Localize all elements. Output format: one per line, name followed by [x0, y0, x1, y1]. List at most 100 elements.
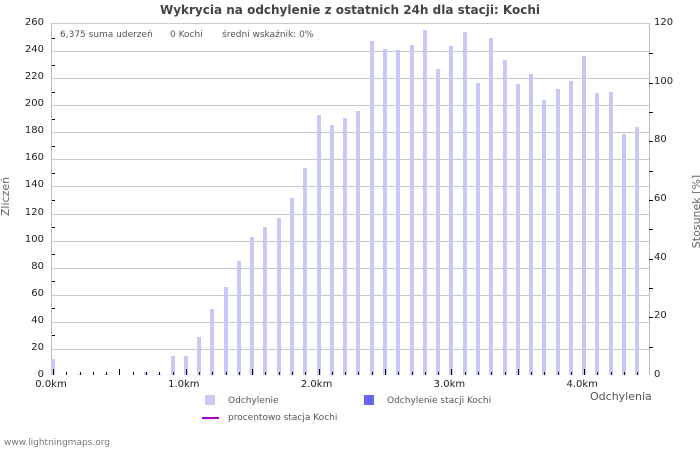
legend-label-station-percent: procentowo stacja Kochi	[228, 413, 338, 423]
bar-deviation	[223, 287, 228, 375]
x-tick	[225, 372, 227, 375]
y-axis-label: 60	[31, 287, 44, 299]
average-ratio: średni wskaźnik: 0%	[222, 30, 314, 40]
y-right-tick	[649, 200, 653, 201]
x-tick	[265, 372, 267, 375]
bar-deviation	[608, 92, 613, 375]
bar-deviation	[383, 48, 387, 375]
x-tick	[145, 372, 147, 375]
gridline	[52, 78, 649, 80]
gridline	[52, 51, 649, 53]
y-axis-label: 180	[24, 125, 44, 137]
x-tick	[411, 372, 413, 375]
x-tick	[331, 372, 333, 375]
y-minor-tick	[52, 145, 55, 147]
x-tick	[544, 372, 546, 375]
bar-deviation	[51, 358, 55, 375]
x-tick	[624, 372, 626, 375]
x-tick	[610, 372, 612, 375]
bar-deviation	[316, 115, 321, 375]
y-axis-label: 140	[24, 179, 44, 191]
gridline	[52, 159, 649, 161]
legend-line-station-percent	[202, 417, 219, 419]
x-tick	[517, 369, 519, 375]
y-axis-label: 120	[24, 206, 44, 218]
y-axis-label: 200	[24, 98, 44, 110]
bar-deviation	[236, 261, 241, 375]
bar-deviation	[449, 46, 454, 375]
x-tick	[252, 369, 254, 375]
y-axis-label: 260	[24, 17, 44, 28]
y-right-tick	[649, 112, 653, 113]
gridline	[52, 267, 649, 269]
bar-deviation	[555, 89, 560, 375]
gridline	[52, 294, 649, 296]
x-tick	[451, 369, 453, 375]
x-tick	[597, 372, 599, 375]
legend-swatch-station-deviation	[364, 395, 374, 405]
bar-deviation	[250, 236, 255, 375]
footer-link[interactable]: www.lightningmaps.org	[4, 438, 110, 448]
x-tick	[185, 369, 187, 375]
y-axis-label: 240	[24, 44, 44, 56]
y-right-axis-label: 0	[654, 369, 661, 380]
bar-deviation	[303, 167, 308, 375]
bar-deviation	[276, 217, 281, 375]
y-right-axis-label: 20	[654, 310, 667, 322]
x-tick	[79, 372, 81, 375]
bar-deviation	[515, 83, 520, 375]
bar-deviation	[183, 356, 188, 375]
legend-swatch-deviation	[205, 395, 215, 405]
bar-deviation	[622, 134, 627, 375]
x-tick	[159, 372, 161, 375]
x-tick	[557, 372, 559, 375]
x-tick	[531, 372, 533, 375]
x-axis-label: 0.0km	[35, 379, 67, 390]
y-minor-tick	[52, 281, 55, 283]
bar-deviation	[582, 55, 587, 375]
y-axis-label: 80	[31, 260, 44, 272]
y-axis-label: 0	[37, 369, 44, 380]
bar-deviation	[502, 59, 507, 375]
x-axis-title: Odchylenia	[590, 390, 652, 403]
y-minor-tick	[52, 37, 55, 39]
y-right-tick	[649, 346, 653, 348]
x-tick	[345, 372, 347, 375]
bar-deviation	[356, 111, 361, 375]
gridline	[52, 213, 649, 215]
x-tick	[119, 369, 121, 375]
bar-deviation	[475, 82, 480, 375]
x-tick	[491, 372, 493, 375]
y-minor-tick	[52, 118, 55, 120]
right-axis-title: Stosunek [%]	[690, 174, 700, 249]
gridline	[52, 240, 649, 242]
x-tick	[106, 372, 108, 375]
bar-deviation	[343, 117, 348, 375]
y-axis-label: 100	[24, 233, 44, 245]
x-axis-label: 1.0km	[168, 379, 200, 390]
x-tick	[385, 369, 386, 375]
legend-label-station-deviation: Odchylenie stacji Kochi	[387, 396, 492, 406]
x-tick	[66, 372, 68, 375]
bar-deviation	[489, 37, 494, 375]
y-right-axis-label: 80	[654, 134, 667, 146]
x-tick	[92, 372, 94, 375]
y-right-axis-label: 40	[654, 251, 667, 263]
bar-deviation	[210, 308, 215, 375]
bar-deviation	[436, 69, 441, 375]
x-tick	[371, 372, 373, 375]
x-tick	[570, 372, 572, 375]
bar-deviation	[197, 337, 202, 375]
bar-deviation	[396, 50, 401, 375]
bar-deviation	[170, 356, 175, 375]
x-tick	[305, 372, 307, 375]
y-right-tick	[649, 170, 653, 172]
bar-deviation	[290, 197, 295, 375]
gridline	[52, 186, 649, 188]
x-tick	[172, 372, 174, 375]
x-axis-label: 3.0km	[433, 379, 466, 390]
x-tick	[424, 372, 426, 375]
y-axis-label: 40	[31, 314, 44, 326]
y-right-tick	[649, 141, 653, 143]
x-tick	[584, 369, 586, 375]
